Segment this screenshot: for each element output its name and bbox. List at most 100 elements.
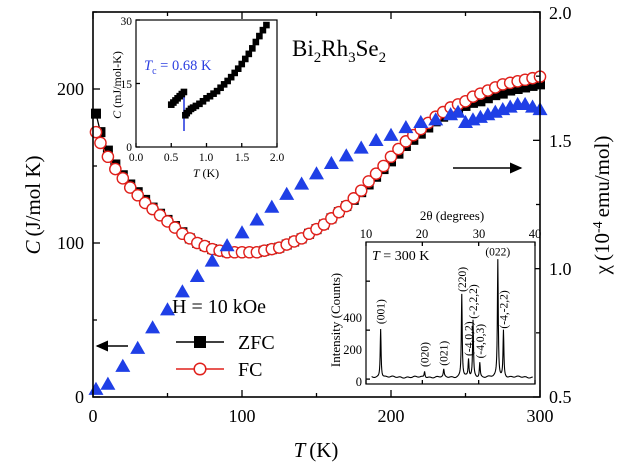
zfc-data-point (482, 93, 493, 104)
fc-data-point (89, 125, 103, 139)
x-tick-label: 300 (527, 406, 554, 426)
y-right-axis-label: χ(10-4emu/mol) (590, 136, 614, 276)
fc-data-point (123, 181, 137, 194)
inset1-y-tick-label: 0 (126, 142, 132, 154)
zfc-data-point (520, 82, 531, 93)
inset1-data-point (234, 65, 242, 72)
fc-data-point (362, 175, 375, 188)
y-left-axis-label: C(J/mol K) (21, 155, 45, 254)
inset1-data-point (227, 73, 235, 81)
inset2-y-tick-label: 400 (343, 311, 362, 325)
x-axis-label: T (K) (294, 438, 339, 462)
chi-data-point (174, 284, 190, 298)
zfc-data-point (90, 108, 101, 119)
xrd-peak-label: (-4,0,3) (475, 324, 487, 359)
inset1-x-tick-label: 0.5 (164, 152, 179, 164)
legend-marker-fc (193, 362, 207, 376)
inset-low-temperature-chart: 0.0 0.5 1.0 1.5 2.0 0 15 30 T (K) C(mJ/mo… (110, 16, 284, 180)
chi-data-point (294, 176, 310, 190)
chi-data-point (338, 148, 354, 162)
inset1-x-tick-label: 0.0 (129, 152, 144, 164)
chi-data-point (130, 340, 146, 354)
xrd-peak-label: (-2,2,2) (468, 284, 480, 319)
chi-data-point (323, 155, 339, 170)
xrd-peak-label: (220) (457, 267, 469, 292)
main-axis-ticks (92, 11, 541, 398)
inset1-data-point (220, 81, 228, 88)
fc-data-point (339, 199, 353, 213)
inset1-data-point (210, 90, 217, 97)
chi-data-point (189, 268, 205, 282)
y-right-tick-label: 2.0 (549, 3, 572, 23)
fc-data-point (354, 184, 368, 197)
chi-data-point (413, 114, 429, 128)
chi-data-point (368, 132, 384, 146)
inset1-data-point (231, 69, 238, 77)
inset1-data-point (217, 84, 224, 92)
tc-annotation: Tc = 0.68 K (144, 58, 212, 77)
legend-label-zfc: ZFC (238, 332, 275, 354)
inset1-data-point (196, 100, 203, 108)
xrd-peak-label: (-4,0,2) (464, 321, 476, 356)
inset-xrd-chart: 10 20 30 40 0 200 400 2θ (degrees) Inten… (328, 208, 541, 389)
inset1-data-point (256, 32, 263, 40)
inset1-y-tick-label: 30 (121, 16, 133, 28)
zfc-data-point (512, 84, 523, 94)
chi-data-point (115, 358, 131, 372)
compound-label: Bi2Rh3Se2 (292, 36, 386, 66)
legend-label-fc: FC (238, 359, 262, 381)
chi-data-point (264, 199, 280, 213)
inset1-data-point (180, 88, 188, 96)
fc-data-point (377, 159, 390, 173)
inset2-data (371, 259, 533, 379)
inset1-data-point (203, 95, 210, 102)
xrd-peak-label: (001) (376, 299, 388, 324)
xrd-peak-label: (022) (485, 247, 510, 259)
chi-data-point (428, 112, 444, 126)
inset1-data-point (241, 55, 249, 63)
y-left-tick-label: 0 (75, 387, 84, 407)
zfc-data-point (497, 88, 508, 99)
chi-data-point (160, 302, 175, 316)
chi-data-point (145, 320, 161, 334)
inset1-x-tick-label: 2.0 (270, 152, 285, 164)
inset1-x-tick-label: 1.5 (235, 152, 250, 164)
inset2-y-tick-label: 0 (356, 375, 362, 389)
legend: H = 10 kOe ZFC FC (172, 296, 275, 381)
inset1-data-point (263, 21, 270, 29)
inset1-data-point (249, 45, 256, 52)
xrd-peak-label: (-4,-2,2) (498, 290, 510, 328)
y-right-tick-label: 0.5 (549, 387, 572, 407)
chi-data-point (309, 166, 324, 180)
chi-data-point (204, 253, 220, 267)
y-left-tick-label: 100 (57, 233, 84, 253)
inset1-data (167, 21, 270, 119)
fc-data-point (384, 150, 398, 164)
x-tick-label: 200 (378, 406, 405, 426)
inset1-x-tick-label: 1.0 (199, 152, 214, 164)
chi-data-point (100, 376, 116, 390)
inset2-y-axis-label: Intensity (Counts) (328, 273, 343, 367)
chi-data-point (234, 225, 250, 239)
chi-data-point (219, 238, 235, 252)
inset1-data-point (199, 97, 207, 105)
xrd-peak-label: (021) (439, 341, 451, 366)
inset1-data-point (245, 50, 253, 58)
inset2-y-tick-label: 200 (343, 343, 362, 357)
inset2-ticks (365, 242, 536, 384)
fc-data-point (101, 150, 115, 164)
chi-data-point (353, 140, 369, 154)
y-right-tick-label: 1.5 (549, 131, 572, 151)
fc-data-point (347, 192, 361, 205)
inset1-y-tick-label: 15 (121, 79, 133, 91)
chi-data-point (279, 186, 295, 200)
chi-data-point (398, 120, 414, 134)
xrd-temperature-annotation: T = 300 K (372, 249, 429, 264)
inset1-data-point (224, 77, 231, 85)
y-right-tick-label: 1.0 (549, 259, 572, 279)
zfc-data-point (527, 80, 538, 91)
fc-data-point (116, 172, 130, 185)
chi-data-point (249, 212, 265, 226)
chi-data-point (450, 104, 466, 118)
